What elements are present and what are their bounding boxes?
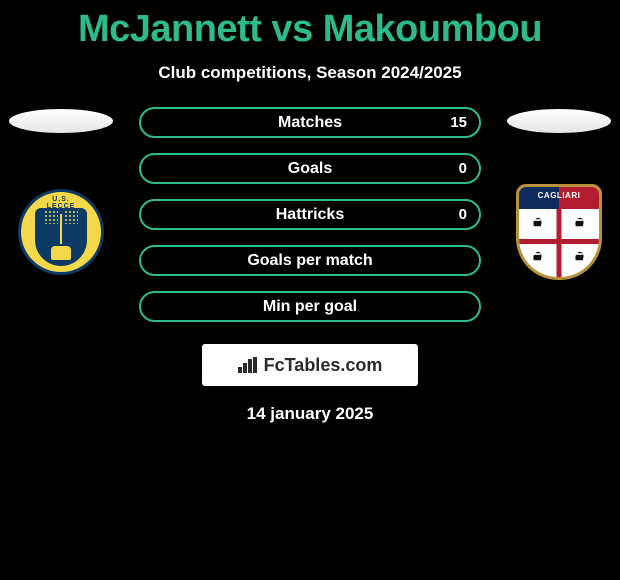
moor-head-icon (573, 215, 587, 229)
stat-label: Hattricks (276, 206, 344, 224)
player-left-photo-placeholder (9, 109, 113, 133)
stat-value-right: 0 (459, 206, 467, 223)
stat-row-goals: Goals 0 (139, 153, 481, 184)
cagliari-badge-text: CAGLIARI (519, 191, 599, 200)
player-left-column: U.S.LECCE (6, 107, 116, 275)
stat-value-right: 15 (450, 114, 467, 131)
watermark-badge: FcTables.com (202, 344, 418, 386)
lecce-tree-icon (60, 214, 62, 244)
stat-row-goals-per-match: Goals per match (139, 245, 481, 276)
player-right-column: CAGLIARI (504, 107, 614, 275)
stat-row-matches: Matches 15 (139, 107, 481, 138)
moor-head-icon (531, 249, 545, 263)
page-title: McJannett vs Makoumbou (0, 0, 620, 51)
stat-row-hattricks: Hattricks 0 (139, 199, 481, 230)
moor-head-icon (573, 249, 587, 263)
comparison-layout: U.S.LECCE CAGLIARI Matches 15 (0, 107, 620, 424)
stat-value-right: 0 (459, 160, 467, 177)
page-subtitle: Club competitions, Season 2024/2025 (0, 63, 620, 83)
lecce-shield-icon (35, 208, 87, 266)
stat-label: Goals per match (247, 252, 372, 270)
stat-label: Min per goal (263, 298, 357, 316)
club-badge-cagliari: CAGLIARI (516, 189, 602, 275)
stat-row-min-per-goal: Min per goal (139, 291, 481, 322)
lecce-wolf-icon (51, 246, 71, 260)
watermark-text: FcTables.com (264, 355, 383, 376)
stat-label: Matches (278, 114, 342, 132)
snapshot-date: 14 january 2025 (0, 404, 620, 424)
club-badge-lecce: U.S.LECCE (18, 189, 104, 275)
cagliari-shield-icon: CAGLIARI (516, 184, 602, 280)
stats-list: Matches 15 Goals 0 Hattricks 0 Goals per… (139, 107, 481, 322)
bar-chart-icon (238, 357, 258, 373)
moor-head-icon (531, 215, 545, 229)
player-right-photo-placeholder (507, 109, 611, 133)
stat-label: Goals (288, 160, 332, 178)
